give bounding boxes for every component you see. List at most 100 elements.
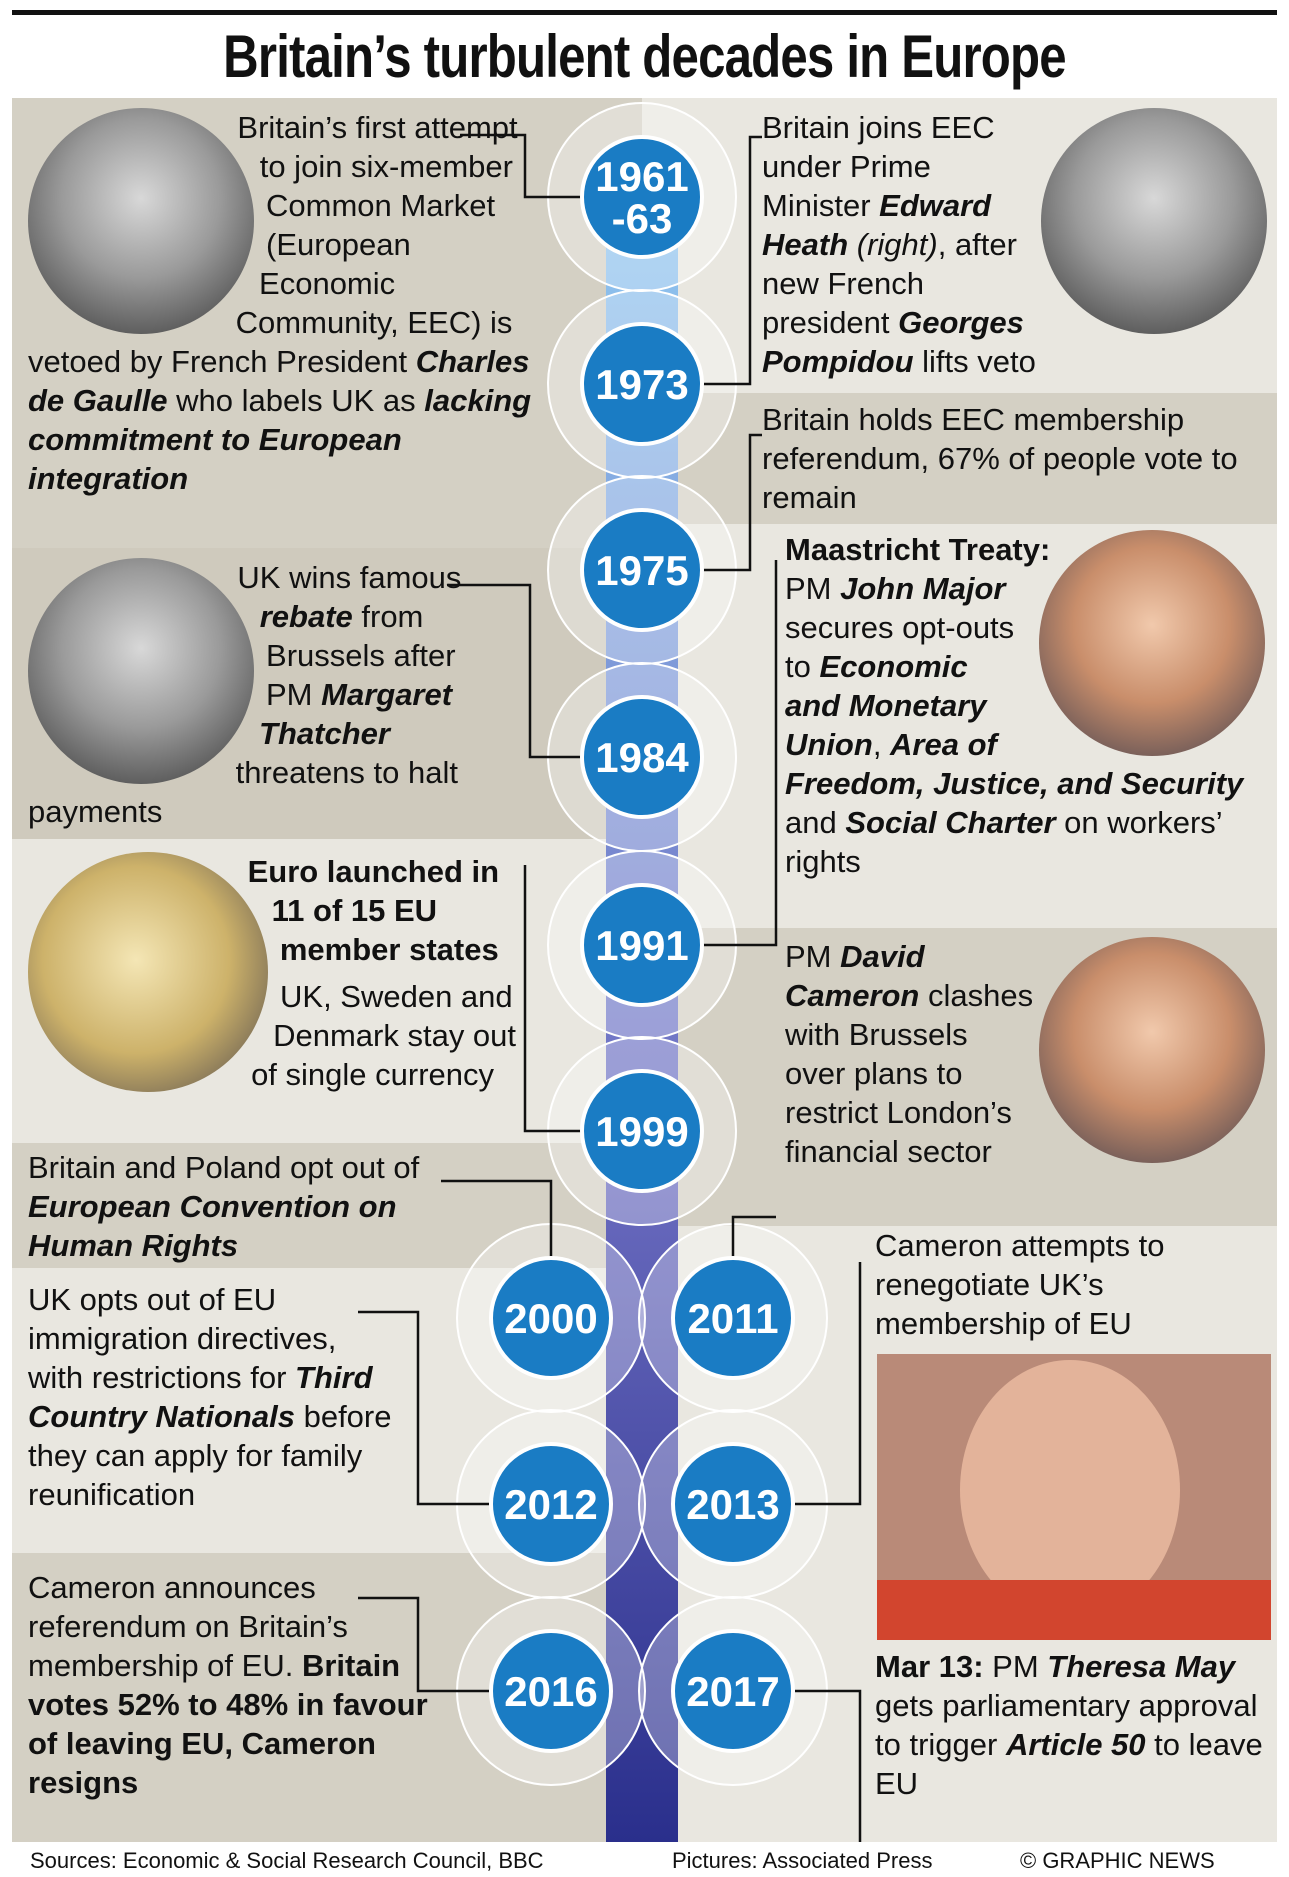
year: 1975 xyxy=(595,547,688,594)
text-run: gets parliamentary approval to trigger xyxy=(875,1688,1258,1762)
connector xyxy=(358,1310,489,1506)
text-run: from Brussels after PM xyxy=(266,599,456,712)
paragraph: Maastricht Treaty: PM John Major secures… xyxy=(785,530,1265,881)
photo xyxy=(28,852,268,1092)
text-run: , xyxy=(872,727,891,762)
top-rule xyxy=(12,10,1277,15)
year: 2013 xyxy=(686,1481,779,1528)
text-run xyxy=(848,227,857,262)
event-text: Britain and Poland opt out of European C… xyxy=(28,1148,458,1273)
year-bubble xyxy=(489,1442,613,1566)
title: Britain’s turbulent decades in Europe xyxy=(223,23,1066,90)
text-run: clashes with Brussels over plans to rest… xyxy=(785,978,1034,1169)
paragraph: PM David Cameron clashes with Brussels o… xyxy=(785,937,1265,1171)
text-run: secures opt-outs to xyxy=(785,610,1015,684)
text-run: Britain’s first attempt to join six-memb… xyxy=(28,110,518,379)
paragraph: UK opts out of EU immigration directives… xyxy=(28,1280,398,1514)
text-run: Theresa May xyxy=(1047,1649,1236,1684)
year-bubble xyxy=(671,1442,795,1566)
photo xyxy=(28,558,254,784)
year-bubble xyxy=(580,695,704,819)
event-text: Euro launched in 11 of 15 EU member stat… xyxy=(28,852,528,1102)
text-run: Georges Pompidou xyxy=(762,305,1024,379)
event-text: Britain holds EEC membership referendum,… xyxy=(762,400,1262,525)
year-bubble xyxy=(580,322,704,446)
connector xyxy=(441,1179,553,1258)
event-text: Cameron announces referendum on Britain’… xyxy=(28,1568,448,1810)
year-bubble xyxy=(671,1256,795,1380)
text-run: lifts veto xyxy=(913,344,1036,379)
year: 2011 xyxy=(687,1295,778,1342)
panel xyxy=(12,1143,642,1268)
paragraph: UK wins famous rebate from Brussels afte… xyxy=(28,558,508,831)
credit: © GRAPHIC NEWS xyxy=(1020,1848,1215,1873)
photo xyxy=(1039,937,1265,1163)
text-run: Margaret Thatcher xyxy=(259,677,453,751)
text-run: rebate xyxy=(259,599,353,634)
text-run: Article 50 xyxy=(1005,1727,1146,1762)
connector xyxy=(703,560,778,947)
text-run: David Cameron xyxy=(785,939,925,1013)
paragraph: Britain and Poland opt out of European C… xyxy=(28,1148,458,1265)
text-run: Britain votes 52% to 48% in favour of le… xyxy=(28,1648,428,1800)
year-bubble xyxy=(489,1629,613,1753)
text-run: UK, Sweden and Denmark stay out of singl… xyxy=(251,979,517,1092)
event-text: Britain joins EEC under Prime Minister E… xyxy=(762,108,1267,389)
paragraph: Cameron attempts to renegotiate UK’s mem… xyxy=(875,1226,1265,1343)
sources: Sources: Economic & Social Research Coun… xyxy=(30,1848,544,1873)
paragraph: UK, Sweden and Denmark stay out of singl… xyxy=(28,977,528,1094)
event-text: PM David Cameron clashes with Brussels o… xyxy=(785,937,1265,1179)
year: 1961 -63 xyxy=(595,153,688,242)
text-run: and xyxy=(785,805,846,840)
text-run: PM xyxy=(785,571,841,606)
connector xyxy=(447,583,582,759)
photo xyxy=(1039,530,1265,756)
year-bubble xyxy=(580,508,704,632)
event-text: Mar 13: PM Theresa May gets parliamentar… xyxy=(875,1647,1270,1811)
year-bubble xyxy=(580,135,704,259)
text-run: Euro launched in 11 of 15 EU member stat… xyxy=(247,854,500,967)
text-run: Cameron announces referendum on Britain’… xyxy=(28,1570,348,1683)
event-text: Britain’s first attempt to join six-memb… xyxy=(28,108,538,506)
pictures: Pictures: Associated Press xyxy=(672,1848,933,1873)
year: 2017 xyxy=(686,1668,779,1715)
year-bubble xyxy=(671,1629,795,1753)
year-bubble xyxy=(580,883,704,1007)
photo xyxy=(28,108,254,334)
year: 2016 xyxy=(504,1668,597,1715)
year-bubble xyxy=(580,1069,704,1193)
photo-face xyxy=(960,1360,1180,1620)
event-text: UK wins famous rebate from Brussels afte… xyxy=(28,558,508,839)
text-run: Edward Heath xyxy=(762,188,992,262)
text-run: Britain holds EEC membership referendum,… xyxy=(762,402,1238,515)
text-run: threatens to halt payments xyxy=(28,755,458,829)
paragraph: Euro launched in 11 of 15 EU member stat… xyxy=(28,852,528,969)
text-run: (right) xyxy=(856,227,938,262)
paragraph: Cameron announces referendum on Britain’… xyxy=(28,1568,448,1802)
year: 2012 xyxy=(504,1481,597,1528)
text-run: , after new French president xyxy=(762,227,1017,340)
text-run: lacking commitment to European integrati… xyxy=(28,383,532,496)
paragraph: Britain holds EEC membership referendum,… xyxy=(762,400,1262,517)
paragraph: Mar 13: PM Theresa May gets parliamentar… xyxy=(875,1647,1270,1803)
connector xyxy=(703,135,762,386)
photo xyxy=(1041,108,1267,334)
paragraph: Britain joins EEC under Prime Minister E… xyxy=(762,108,1267,381)
year: 1999 xyxy=(595,1108,688,1155)
text-run: Social Charter xyxy=(845,805,1056,840)
text-run: Mar 13: xyxy=(875,1649,984,1684)
connector xyxy=(731,1215,776,1258)
connector xyxy=(460,133,582,199)
year: 1984 xyxy=(595,734,689,781)
text-run: UK wins famous xyxy=(237,560,462,595)
year: 1973 xyxy=(595,361,688,408)
text-run: Charles de Gaulle xyxy=(28,344,530,418)
text-run: on workers’ rights xyxy=(785,805,1222,879)
text-run: European Convention on Human Rights xyxy=(28,1189,397,1263)
text-run: Britain joins EEC under Prime Minister xyxy=(762,110,995,223)
text-run: PM xyxy=(983,1649,1048,1684)
text-run: John Major xyxy=(840,571,1006,606)
text-run: Maastricht Treaty: xyxy=(785,532,1051,567)
